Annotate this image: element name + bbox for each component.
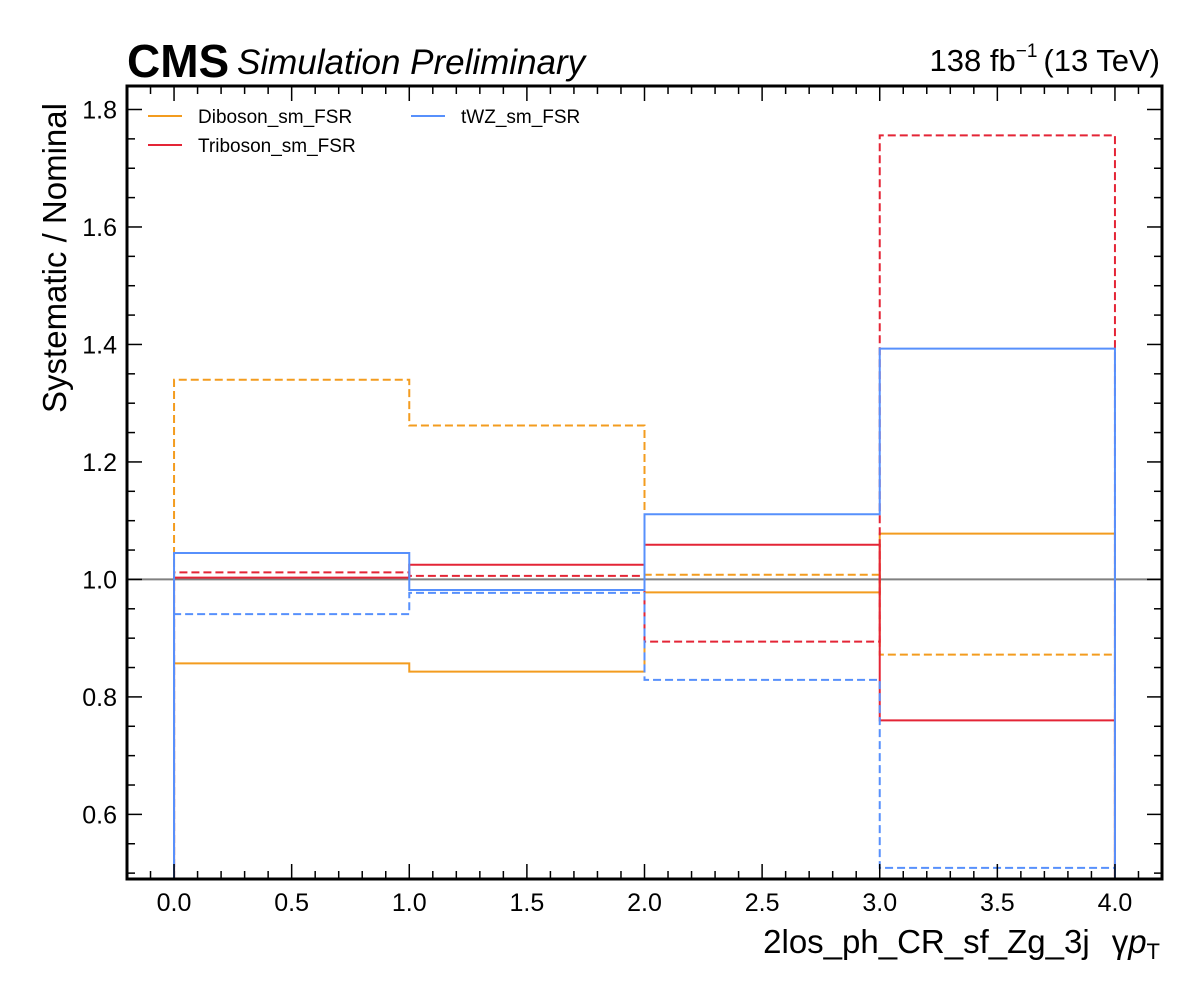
x-tick-label: 0.0 [157,889,192,917]
x-axis-title-main: 2los_ph_CR_sf_Zg_3j [763,923,1090,960]
legend-label-twz-sm-fsr: tWZ_sm_FSR [461,107,580,128]
y-axis-title: Systematic / Nominal [36,103,73,413]
series-layer [127,134,1162,879]
legend-label-diboson-sm-fsr: Diboson_sm_FSR [198,107,352,128]
x-tick-label: 3.0 [862,889,897,917]
cms-label: CMS [127,35,229,87]
x-tick-label: 3.5 [980,889,1015,917]
y-tick-label: 1.0 [82,566,117,594]
x-tick-label: 4.0 [1098,889,1133,917]
series-diboson-sm-fsr-down [173,378,1116,879]
y-tick-label: 0.6 [82,801,117,829]
x-tick-label: 2.0 [627,889,662,917]
x-tick-label: 2.5 [745,889,780,917]
legend: Diboson_sm_FSR Triboson_sm_FSR tWZ_sm_FSR [148,107,580,157]
series-twz-sm-fsr-up [173,347,1116,879]
status-label: Simulation Preliminary [237,43,588,82]
x-axis-title-var: p [1127,923,1146,960]
x-tick-label: 1.0 [392,889,427,917]
x-axis-title-gamma: γ [1112,923,1129,960]
y-tick-label: 1.4 [82,331,117,359]
tick-layer: 0.0 0.5 1.0 1.5 2.0 2.5 3.0 3.5 4.0 0.6 0.8 1.0 1.2 1… [82,86,1163,917]
x-axis-title: 2los_ph_CR_sf_Zg_3j γpT [763,923,1160,964]
x-axis-title-sub: T [1147,939,1160,964]
lumi-energy: (13 TeV) [1043,43,1160,78]
y-tick-label: 1.6 [82,214,117,242]
lumi-label: 138 fb−1 (13 TeV) [930,41,1160,78]
legend-label-triboson-sm-fsr: Triboson_sm_FSR [198,136,356,157]
y-tick-label: 0.8 [82,684,117,712]
y-tick-label: 1.2 [82,449,117,477]
y-tick-label: 1.8 [82,96,117,124]
x-tick-label: 0.5 [274,889,309,917]
series-twz-sm-fsr-down [173,591,1116,879]
x-tick-label: 1.5 [510,889,545,917]
series-triboson-sm-fsr-down [173,134,1116,879]
lumi-exponent: −1 [1016,41,1038,62]
lumi-value: 138 fb [930,43,1016,78]
